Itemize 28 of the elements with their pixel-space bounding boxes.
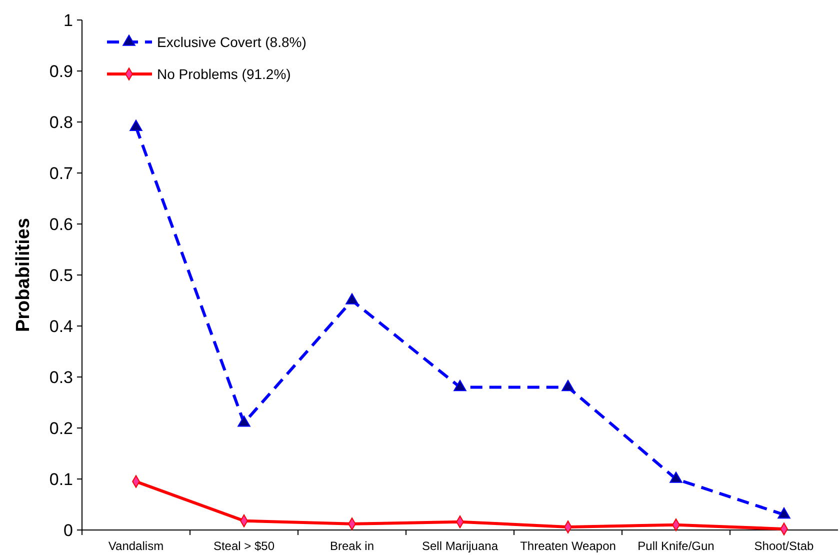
y-tick-label: 0.3: [49, 368, 73, 387]
point: [562, 380, 574, 392]
x-tick-label: Steal > $50: [213, 539, 275, 553]
y-tick-label: 1: [64, 10, 73, 30]
point: [238, 416, 250, 427]
x-tick-label: Threaten Weapon: [520, 539, 616, 553]
point: [454, 380, 466, 392]
y-tick-label: 0.4: [49, 316, 73, 336]
y-tick-label: 0.7: [49, 164, 73, 183]
point: [670, 472, 682, 483]
x-tick-label: Shoot/Stab: [754, 539, 814, 553]
y-tick-label: 0: [64, 520, 73, 540]
x-tick-label: Pull Knife/Gun: [638, 539, 714, 553]
x-tick-label: Vandalism: [108, 539, 164, 553]
legend-label: Exclusive Covert (8.8%): [157, 34, 306, 50]
y-tick-label: 0.9: [49, 62, 73, 81]
y-tick-label: 0.5: [49, 266, 73, 285]
y-tick-label: 0.2: [49, 418, 73, 438]
y-tick-label: 0.6: [49, 214, 73, 234]
legend-label: No Problems (91.2%): [157, 66, 291, 82]
y-tick-label: 0.1: [49, 470, 73, 489]
point: [346, 293, 358, 304]
y-tick-label: 0.8: [49, 112, 73, 132]
x-tick-label: Break in: [330, 539, 374, 553]
y-axis-title: Probabilities: [13, 218, 34, 332]
point: [130, 120, 142, 131]
point: [778, 507, 790, 519]
x-tick-label: Sell Marijuana: [422, 539, 498, 553]
